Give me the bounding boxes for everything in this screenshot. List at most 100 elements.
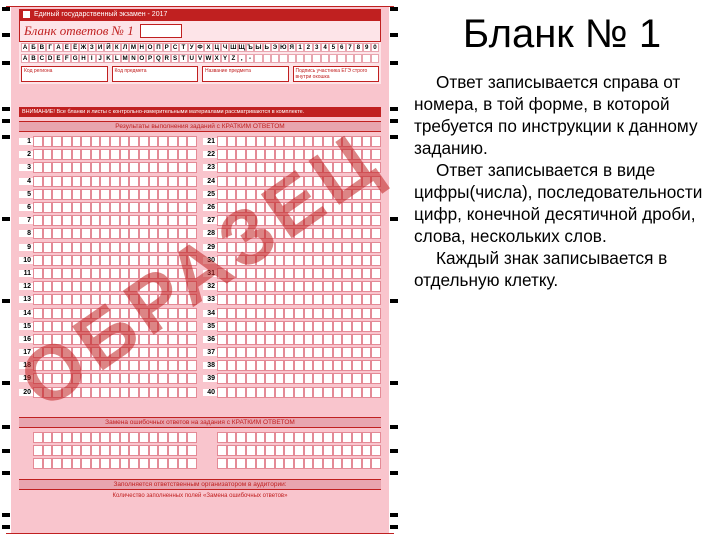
answer-cell <box>100 334 110 345</box>
answer-cell <box>81 360 91 371</box>
answer-cell <box>149 458 159 469</box>
row-number: 9 <box>19 244 33 251</box>
answer-cell <box>304 458 314 469</box>
answer-cell <box>304 334 314 345</box>
answer-cell <box>81 347 91 358</box>
answer-cell <box>81 387 91 398</box>
sample-char: N <box>129 54 137 63</box>
answer-cell <box>187 215 197 226</box>
answer-cell <box>371 432 381 443</box>
answer-row: 20 <box>19 386 197 399</box>
answer-cell <box>284 149 294 160</box>
answer-cell <box>371 308 381 319</box>
answer-cell <box>275 136 285 147</box>
answer-cell <box>352 268 362 279</box>
answer-cell <box>43 215 53 226</box>
answer-row: 18 <box>19 359 197 372</box>
answer-cell <box>120 294 130 305</box>
answer-cell <box>227 373 237 384</box>
answer-cell <box>256 268 266 279</box>
answer-cell <box>62 373 72 384</box>
answer-cell <box>284 308 294 319</box>
answer-cell <box>362 294 372 305</box>
answer-cell <box>371 242 381 253</box>
answer-cell <box>168 149 178 160</box>
answer-cell <box>265 176 275 187</box>
answer-cell <box>158 334 168 345</box>
answer-cell <box>304 189 314 200</box>
answer-cell <box>275 334 285 345</box>
answer-cell <box>236 347 246 358</box>
answer-cell <box>139 294 149 305</box>
answer-cell <box>187 281 197 292</box>
timing-mark <box>2 471 10 475</box>
answer-cell <box>129 347 139 358</box>
sample-char: V <box>196 54 204 63</box>
answer-cell <box>178 136 188 147</box>
answer-cell <box>139 136 149 147</box>
answer-row: 31 <box>203 267 381 280</box>
answer-cell <box>139 347 149 358</box>
answer-row: 32 <box>203 280 381 293</box>
answer-cell <box>236 215 246 226</box>
row-number: 7 <box>19 217 33 224</box>
answer-cell <box>313 242 323 253</box>
answer-cell <box>52 281 62 292</box>
answer-cell <box>120 202 130 213</box>
answer-cell <box>149 136 159 147</box>
answer-cell <box>323 255 333 266</box>
row-cells <box>217 360 381 371</box>
answer-cell <box>52 360 62 371</box>
answer-cell <box>246 334 256 345</box>
answer-cell <box>227 281 237 292</box>
answer-cell <box>158 136 168 147</box>
answer-cell <box>371 373 381 384</box>
row-number: 6 <box>19 204 33 211</box>
answer-cell <box>81 281 91 292</box>
answer-cell <box>129 202 139 213</box>
sample-char: R <box>163 54 171 63</box>
answer-cell <box>178 228 188 239</box>
paragraph-3: Каждый знак записывается в отдельную кле… <box>414 247 710 291</box>
answer-cell <box>72 176 82 187</box>
timing-mark <box>390 33 398 37</box>
answer-cell <box>294 294 304 305</box>
sample-char: X <box>213 54 221 63</box>
answer-cell <box>352 432 362 443</box>
answer-cell <box>52 373 62 384</box>
answer-cell <box>91 373 101 384</box>
timing-mark <box>390 449 398 453</box>
row-number: 22 <box>203 151 217 158</box>
answer-cell <box>265 445 275 456</box>
answer-cell <box>275 189 285 200</box>
answer-cell <box>43 294 53 305</box>
answer-cell <box>178 294 188 305</box>
answer-cell <box>72 215 82 226</box>
answer-cell <box>236 162 246 173</box>
answer-cell <box>187 149 197 160</box>
sample-char: Z <box>229 54 237 63</box>
answer-cell <box>120 432 130 443</box>
answer-cell <box>294 228 304 239</box>
sample-char: И <box>96 43 104 52</box>
answer-cell <box>168 432 178 443</box>
answer-col-21-40: 2122232425262728293031323334353637383940 <box>203 135 381 413</box>
answer-cell <box>100 255 110 266</box>
answer-cell <box>110 136 120 147</box>
answer-row: 21 <box>203 135 381 148</box>
answer-cell <box>265 321 275 332</box>
answer-cell <box>168 189 178 200</box>
answer-cell <box>313 189 323 200</box>
row-number: 16 <box>19 336 33 343</box>
answer-cell <box>342 242 352 253</box>
row-number: 20 <box>19 389 33 396</box>
section-2-label: Замена ошибочных ответов на задания с КР… <box>19 417 381 428</box>
answer-cell <box>304 294 314 305</box>
answer-cell <box>100 373 110 384</box>
answer-cell <box>342 255 352 266</box>
answer-cell <box>91 334 101 345</box>
answer-cell <box>217 360 227 371</box>
row-cells <box>217 445 381 456</box>
answer-cell <box>313 347 323 358</box>
answer-cell <box>33 387 43 398</box>
